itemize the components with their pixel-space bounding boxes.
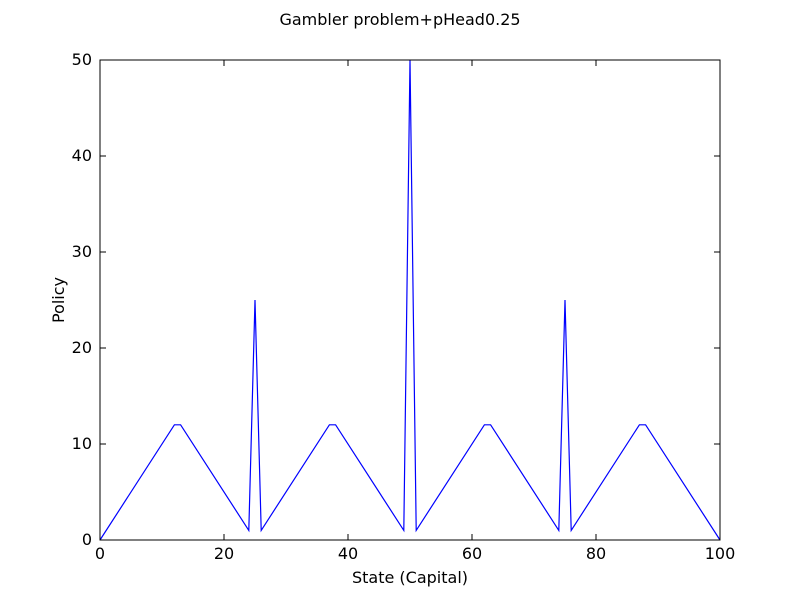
- y-axis-label: Policy: [49, 277, 68, 323]
- y-tick-label: 30: [72, 242, 92, 261]
- y-tick-label: 20: [72, 338, 92, 357]
- axes-frame: [99, 59, 721, 541]
- plot-area: 0 20 40 60 80 100 0 10 20 30 40 50: [72, 50, 736, 563]
- x-axis-label: State (Capital): [352, 568, 468, 587]
- y-tick-label: 40: [72, 146, 92, 165]
- x-tick-label: 100: [705, 544, 736, 563]
- x-tick-label: 20: [214, 544, 234, 563]
- x-tick-label: 60: [462, 544, 482, 563]
- y-tick-label: 0: [82, 530, 92, 549]
- x-tick-label: 80: [586, 544, 606, 563]
- x-tick-label: 0: [95, 544, 105, 563]
- chart-title: Gambler problem+pHead0.25: [279, 10, 520, 29]
- x-tick-label: 40: [338, 544, 358, 563]
- y-tick-label: 50: [72, 50, 92, 69]
- y-tick-label: 10: [72, 434, 92, 453]
